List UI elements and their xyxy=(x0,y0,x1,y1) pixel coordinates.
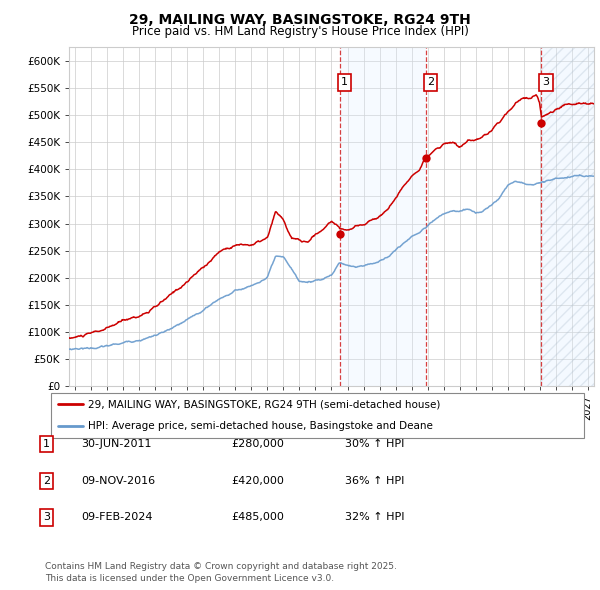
Text: 36% ↑ HPI: 36% ↑ HPI xyxy=(345,476,404,486)
Bar xyxy=(541,47,594,386)
Text: 09-FEB-2024: 09-FEB-2024 xyxy=(81,513,152,522)
Text: 2: 2 xyxy=(427,77,434,87)
Text: 29, MAILING WAY, BASINGSTOKE, RG24 9TH: 29, MAILING WAY, BASINGSTOKE, RG24 9TH xyxy=(129,13,471,27)
Bar xyxy=(541,47,594,386)
Text: HPI: Average price, semi-detached house, Basingstoke and Deane: HPI: Average price, semi-detached house,… xyxy=(89,421,433,431)
Text: 3: 3 xyxy=(43,513,50,522)
Text: £420,000: £420,000 xyxy=(231,476,284,486)
Text: 09-NOV-2016: 09-NOV-2016 xyxy=(81,476,155,486)
Text: 2: 2 xyxy=(43,476,50,486)
Text: £485,000: £485,000 xyxy=(231,513,284,522)
Text: 3: 3 xyxy=(542,77,550,87)
Text: £280,000: £280,000 xyxy=(231,440,284,449)
Text: Price paid vs. HM Land Registry's House Price Index (HPI): Price paid vs. HM Land Registry's House … xyxy=(131,25,469,38)
FancyBboxPatch shape xyxy=(50,393,584,438)
Text: 32% ↑ HPI: 32% ↑ HPI xyxy=(345,513,404,522)
Text: 1: 1 xyxy=(43,440,50,449)
Text: 30% ↑ HPI: 30% ↑ HPI xyxy=(345,440,404,449)
Text: 1: 1 xyxy=(341,77,348,87)
Text: 30-JUN-2011: 30-JUN-2011 xyxy=(81,440,151,449)
Bar xyxy=(340,47,426,386)
Text: Contains HM Land Registry data © Crown copyright and database right 2025.
This d: Contains HM Land Registry data © Crown c… xyxy=(45,562,397,583)
Text: 29, MAILING WAY, BASINGSTOKE, RG24 9TH (semi-detached house): 29, MAILING WAY, BASINGSTOKE, RG24 9TH (… xyxy=(89,399,441,409)
